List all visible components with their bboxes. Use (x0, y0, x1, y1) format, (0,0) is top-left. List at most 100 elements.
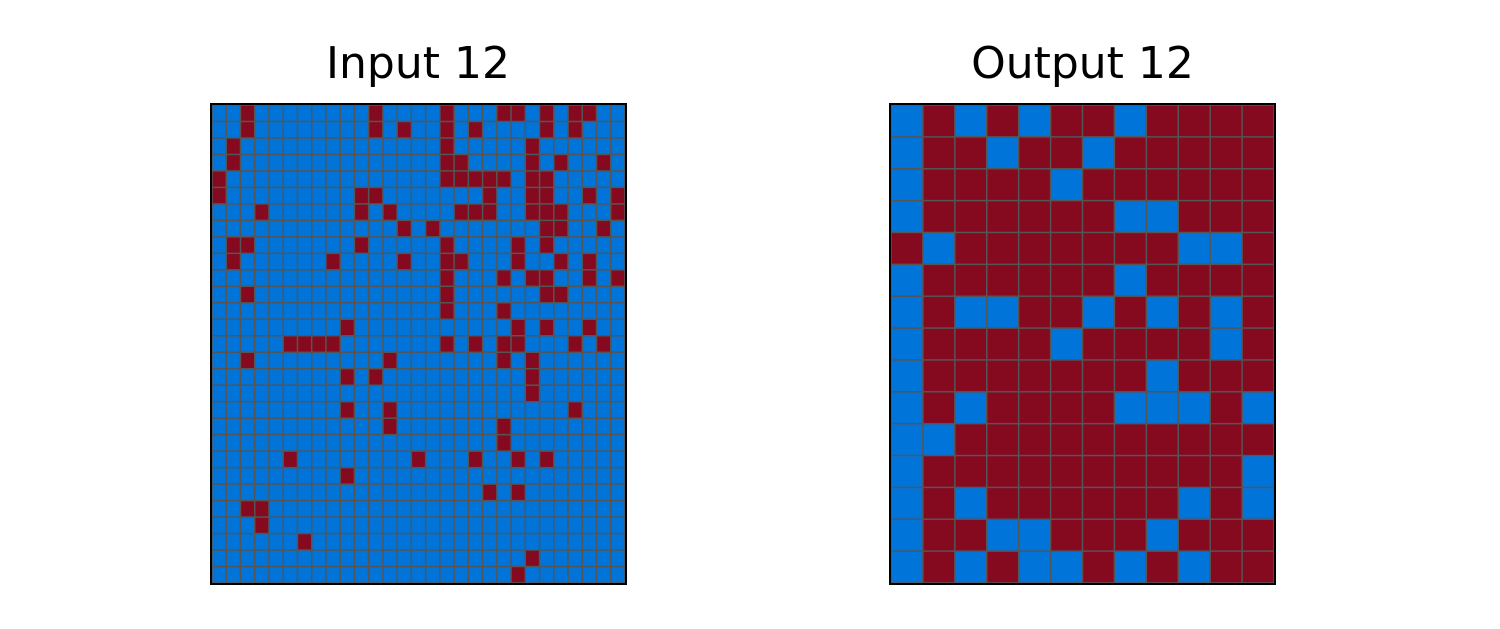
input-cell (454, 534, 468, 550)
input-cell (511, 221, 525, 237)
output-cell (1115, 105, 1146, 137)
input-cell (597, 567, 611, 583)
output-cell (1051, 137, 1082, 168)
input-cell (568, 501, 582, 517)
input-cell (554, 418, 568, 434)
input-cell (269, 188, 283, 204)
input-cell (583, 254, 596, 270)
output-cell (955, 392, 986, 423)
input-cell (583, 138, 596, 154)
input-cell (255, 369, 269, 385)
input-cell (554, 369, 568, 385)
input-cell (497, 567, 511, 583)
input-cell (412, 451, 425, 467)
input-cell (298, 567, 311, 583)
output-cell (923, 169, 955, 200)
output-cell (1179, 105, 1210, 137)
input-cell (369, 336, 383, 352)
input-cell (340, 105, 354, 121)
input-cell (326, 484, 340, 500)
input-cell (412, 534, 425, 550)
input-cell (526, 402, 539, 418)
input-cell (383, 270, 397, 286)
input-cell (355, 468, 368, 484)
input-cell (283, 501, 297, 517)
input-cell (255, 122, 269, 138)
input-cell (483, 451, 497, 467)
input-cell (497, 204, 511, 220)
input-cell (241, 451, 254, 467)
input-cell (554, 484, 568, 500)
input-cell (469, 484, 482, 500)
input-cell (355, 418, 368, 434)
input-cell (326, 171, 340, 187)
input-cell (497, 517, 511, 533)
input-cell (497, 435, 511, 451)
input-cell (383, 254, 397, 270)
input-cell (298, 320, 311, 336)
input-cell (369, 484, 383, 500)
input-cell (511, 451, 525, 467)
input-cell (526, 204, 539, 220)
input-cell (412, 435, 425, 451)
output-cell (1019, 233, 1050, 264)
output-cell (987, 265, 1018, 296)
output-cell (1147, 296, 1178, 328)
input-cell (212, 418, 226, 434)
input-cell (255, 484, 269, 500)
input-cell (454, 484, 468, 500)
input-cell (597, 352, 611, 368)
input-cell (369, 550, 383, 566)
output-cell (955, 520, 986, 551)
output-cell (987, 360, 1018, 392)
input-cell (426, 369, 440, 385)
input-cell (355, 484, 368, 500)
input-cell (483, 402, 497, 418)
input-cell (611, 171, 625, 187)
input-cell (269, 204, 283, 220)
input-cell (283, 138, 297, 154)
input-cell (226, 237, 240, 253)
input-cell (212, 270, 226, 286)
input-cell (340, 484, 354, 500)
input-cell (483, 287, 497, 303)
input-cell (397, 287, 411, 303)
input-cell (212, 484, 226, 500)
input-cell (511, 567, 525, 583)
output-cell (1083, 105, 1114, 137)
input-cell (426, 270, 440, 286)
input-cell (426, 336, 440, 352)
input-cell (283, 221, 297, 237)
output-cell (955, 201, 986, 232)
input-cell (511, 270, 525, 286)
input-cell (312, 484, 326, 500)
input-cell (241, 320, 254, 336)
input-cell (426, 451, 440, 467)
input-cell (226, 105, 240, 121)
input-cell (326, 320, 340, 336)
input-cell (269, 567, 283, 583)
input-cell (583, 270, 596, 286)
input-cell (241, 188, 254, 204)
input-cell (255, 517, 269, 533)
input-cell (340, 501, 354, 517)
input-cell (483, 188, 497, 204)
input-cell (340, 270, 354, 286)
input-cell (283, 517, 297, 533)
input-cell (241, 501, 254, 517)
input-cell (283, 237, 297, 253)
output-cell (987, 328, 1018, 360)
output-cell (1210, 265, 1242, 296)
input-cell (540, 567, 554, 583)
input-cell (611, 468, 625, 484)
output-cell (1019, 488, 1050, 519)
input-cell (269, 451, 283, 467)
output-cell (955, 328, 986, 360)
output-cell (1115, 201, 1146, 232)
input-cell (226, 122, 240, 138)
input-cell (426, 550, 440, 566)
input-cell (283, 352, 297, 368)
input-cell (583, 336, 596, 352)
input-cell (241, 254, 254, 270)
input-cell (298, 534, 311, 550)
